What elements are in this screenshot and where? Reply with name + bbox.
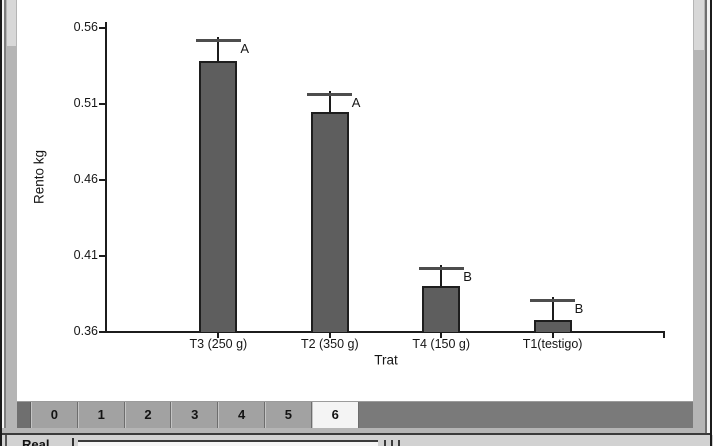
status-divider: [72, 438, 74, 446]
status-row: Real: [0, 435, 713, 446]
window-border-left: [0, 0, 2, 446]
left-frame-strip: [6, 0, 17, 435]
x-axis-end-tick: [663, 333, 665, 338]
y-tick-mark: [99, 103, 105, 105]
left-frame-highlight: [2, 0, 4, 435]
tab-6[interactable]: 6: [311, 402, 359, 428]
x-category-label: T2 (350 g): [300, 337, 359, 351]
status-label: Real: [22, 437, 50, 446]
y-tick-label: 0.51: [73, 96, 98, 110]
left-frame-line: [4, 0, 6, 435]
status-left-border: [5, 435, 7, 446]
bar-t4[interactable]: [422, 286, 461, 332]
status-mark: [384, 440, 386, 446]
y-tick-label: 0.36: [73, 324, 98, 338]
x-category-label: T4 (150 g): [412, 337, 471, 351]
left-scrollbar-thumb[interactable]: [7, 0, 16, 46]
x-tick-mark: [217, 333, 220, 338]
y-tick-mark: [99, 27, 105, 29]
significance-letter: B: [574, 300, 584, 316]
x-category-label: T3 (250 g): [189, 337, 248, 351]
y-axis-title: Rento kg: [31, 149, 47, 205]
y-tick-label: 0.56: [73, 20, 98, 34]
error-bar-cap: [530, 298, 576, 302]
status-mark: [391, 440, 393, 446]
error-bar-line: [440, 264, 443, 287]
y-tick-label: 0.41: [73, 248, 98, 262]
tab-3[interactable]: 3: [171, 402, 219, 428]
tab-0[interactable]: 0: [31, 402, 78, 428]
status-panel-edge: [78, 440, 378, 446]
status-mark: [398, 440, 400, 446]
right-frame-highlight: [707, 0, 710, 435]
y-tick-label: 0.46: [73, 172, 98, 186]
x-axis-line: [105, 331, 665, 333]
x-tick-mark: [551, 333, 554, 338]
tab-5[interactable]: 5: [264, 402, 312, 428]
y-axis-line: [105, 22, 107, 333]
error-bar-cap: [418, 266, 464, 270]
error-bar-line: [328, 91, 331, 112]
tabbar-filler: [358, 402, 693, 428]
right-scrollbar-thumb[interactable]: [694, 0, 704, 50]
bar-t3[interactable]: [199, 61, 238, 332]
x-tick-mark: [328, 333, 331, 338]
tab-4[interactable]: 4: [218, 402, 265, 428]
bar-t1(testigo)[interactable]: [533, 319, 572, 332]
y-tick-mark: [99, 179, 105, 181]
bar-t2[interactable]: [310, 111, 349, 332]
tab-2[interactable]: 2: [124, 402, 172, 428]
y-tick-mark: [99, 331, 105, 333]
x-tick-mark: [440, 333, 443, 338]
bar-chart-canvas[interactable]: Rento kg Trat 0.56 0.51 0.46 0.41 0.36 A T3 (2…: [0, 0, 713, 401]
x-category-label: T1(testigo): [522, 337, 583, 351]
error-bar-line: [217, 36, 220, 62]
x-axis-title: Trat: [374, 352, 398, 368]
significance-letter: B: [463, 268, 472, 284]
right-frame-line: [705, 0, 707, 435]
y-tick-mark: [99, 255, 105, 257]
error-bar-cap: [307, 93, 353, 97]
bottom-frame-strip: [2, 428, 705, 433]
significance-letter: A: [240, 40, 250, 56]
bottom-frame-border: [2, 433, 710, 435]
window-border-right: [710, 0, 712, 446]
error-bar-cap: [195, 38, 241, 42]
right-frame-strip: [693, 0, 705, 428]
significance-letter: A: [351, 95, 361, 111]
error-bar-line: [551, 296, 554, 320]
tab-1[interactable]: 1: [77, 402, 125, 428]
